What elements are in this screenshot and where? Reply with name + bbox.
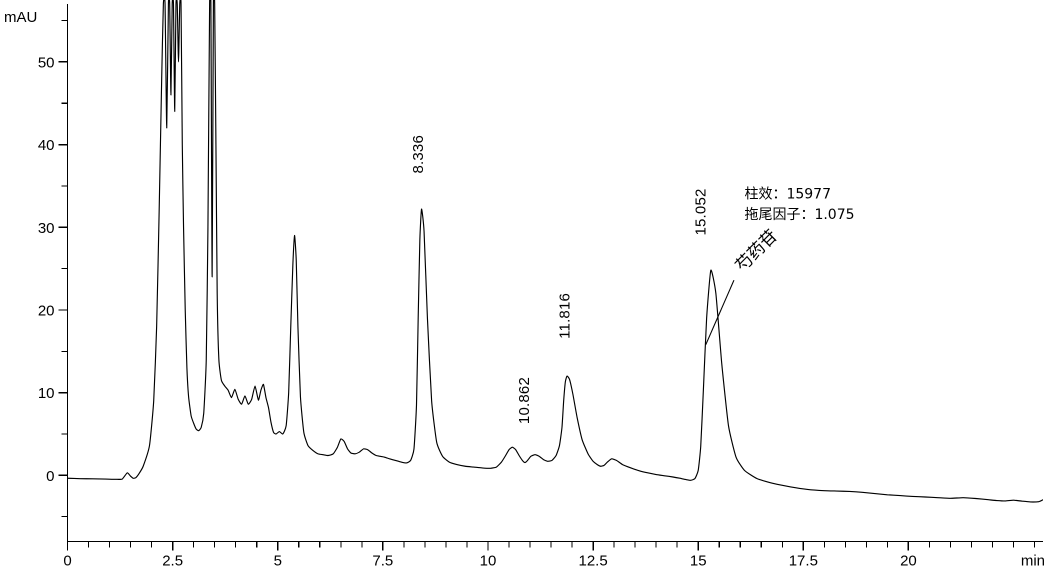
x-tick-label: 20	[900, 553, 917, 566]
axis-ticks	[58, 19, 1036, 551]
y-axis-unit-label: mAU	[4, 9, 37, 26]
x-tick-label: 15	[690, 553, 707, 566]
y-tick-label: 30	[38, 220, 55, 237]
x-axis-unit-label: min	[1021, 553, 1045, 566]
peak-label-15-052: 15.052	[692, 188, 709, 235]
peak-label-10-862: 10.862	[516, 377, 533, 424]
peak-retention-labels: 8.336 10.862 11.816 15.052	[410, 135, 709, 424]
y-tick-label: 10	[38, 385, 55, 402]
signal-trace	[67, 0, 1043, 503]
y-tick-label: 50	[38, 54, 55, 71]
x-tick-label: 12.5	[578, 553, 607, 566]
x-tick-label: 2.5	[162, 553, 183, 566]
x-tick-label: 0	[63, 553, 71, 566]
peak-label-11-816: 11.816	[556, 293, 573, 339]
axes	[66, 4, 1043, 543]
x-tick-label: 5	[274, 553, 282, 566]
annotation-compound-name: 芍药苷	[732, 226, 782, 276]
y-tick-label: 40	[38, 137, 55, 154]
axis-tick-labels: 0 10 20 30 40 50 0 2.5 5 7.5 10 12.5 15 17.5 20 mAU min	[4, 9, 1045, 566]
annotation-tailing-factor: 拖尾因子：1.075	[744, 207, 854, 223]
x-tick-label: 7.5	[372, 553, 393, 566]
x-tick-label: 17.5	[789, 553, 818, 566]
x-tick-label: 10	[480, 553, 497, 566]
chromatogram-trace	[67, 0, 1043, 503]
annotations: 柱效：15977 拖尾因子：1.075 芍药苷	[705, 186, 855, 345]
annotation-leader-line	[705, 279, 735, 345]
y-tick-label: 20	[38, 302, 55, 319]
annotation-column-efficiency: 柱效：15977	[744, 186, 831, 202]
peak-label-8-336: 8.336	[410, 135, 427, 174]
y-tick-label: 0	[46, 468, 54, 485]
